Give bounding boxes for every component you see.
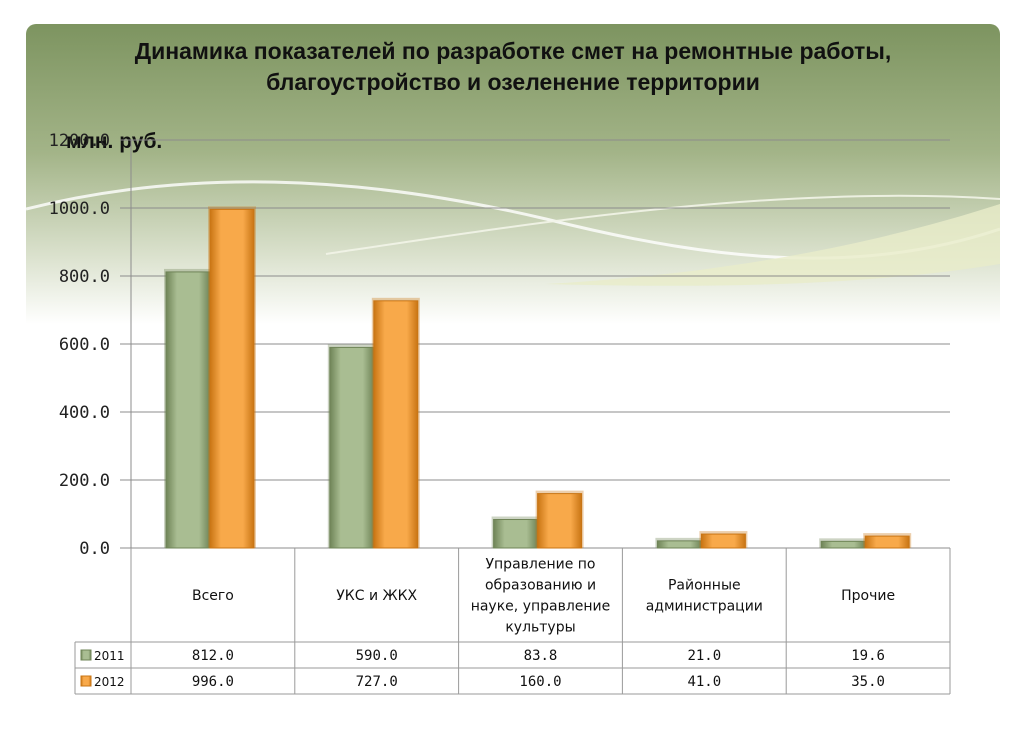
bar-2011 [820, 540, 866, 549]
data-label: 590.0 [356, 648, 398, 664]
title-line-1: Динамика показателей по разработке смет … [134, 38, 892, 64]
bar-2012 [373, 300, 419, 549]
category-label: администрации [646, 599, 763, 615]
data-label: 812.0 [192, 648, 234, 664]
y-tick-label: 0.0 [79, 539, 110, 559]
category-label: науке, управление [471, 599, 611, 615]
bar-2011 [165, 271, 211, 549]
legend-label: 2012 [94, 675, 125, 689]
category-label: УКС и ЖКХ [336, 588, 417, 604]
y-tick-label: 600.0 [59, 335, 110, 355]
data-label: 21.0 [687, 648, 721, 664]
bar-2012 [700, 533, 746, 549]
y-tick-label: 400.0 [59, 403, 110, 423]
bar-2011 [493, 519, 539, 549]
legend-label: 2011 [94, 649, 125, 663]
bar-2012 [209, 208, 255, 549]
data-label: 19.6 [851, 648, 885, 664]
legend-key-2012 [80, 675, 92, 687]
y-axis-unit-label: млн. руб. [66, 130, 163, 153]
category-label: Прочие [841, 588, 895, 604]
category-label: Всего [192, 588, 234, 604]
legend-key-2011 [80, 649, 92, 661]
chart-title: Динамика показателей по разработке смет … [26, 36, 1000, 98]
data-label: 727.0 [356, 674, 398, 690]
category-label: образованию и [485, 578, 596, 594]
y-tick-label: 800.0 [59, 267, 110, 287]
category-label: Районные [668, 578, 741, 594]
y-tick-label: 1000.0 [49, 199, 110, 219]
y-tick-label: 1200.0 [49, 131, 110, 151]
data-label: 996.0 [192, 674, 234, 690]
data-label: 160.0 [519, 674, 561, 690]
data-label: 41.0 [687, 674, 721, 690]
background-waves [26, 180, 1000, 286]
bar-2012 [864, 535, 910, 549]
data-label: 83.8 [524, 648, 558, 664]
data-label: 35.0 [851, 674, 885, 690]
bar-2012 [537, 493, 583, 549]
category-label: культуры [505, 620, 575, 636]
bar-2011 [656, 540, 702, 549]
y-tick-label: 200.0 [59, 471, 110, 491]
bar-2011 [329, 346, 375, 549]
category-label: Управление по [486, 557, 596, 573]
title-line-2: благоустройство и озеленение территории [266, 69, 760, 95]
